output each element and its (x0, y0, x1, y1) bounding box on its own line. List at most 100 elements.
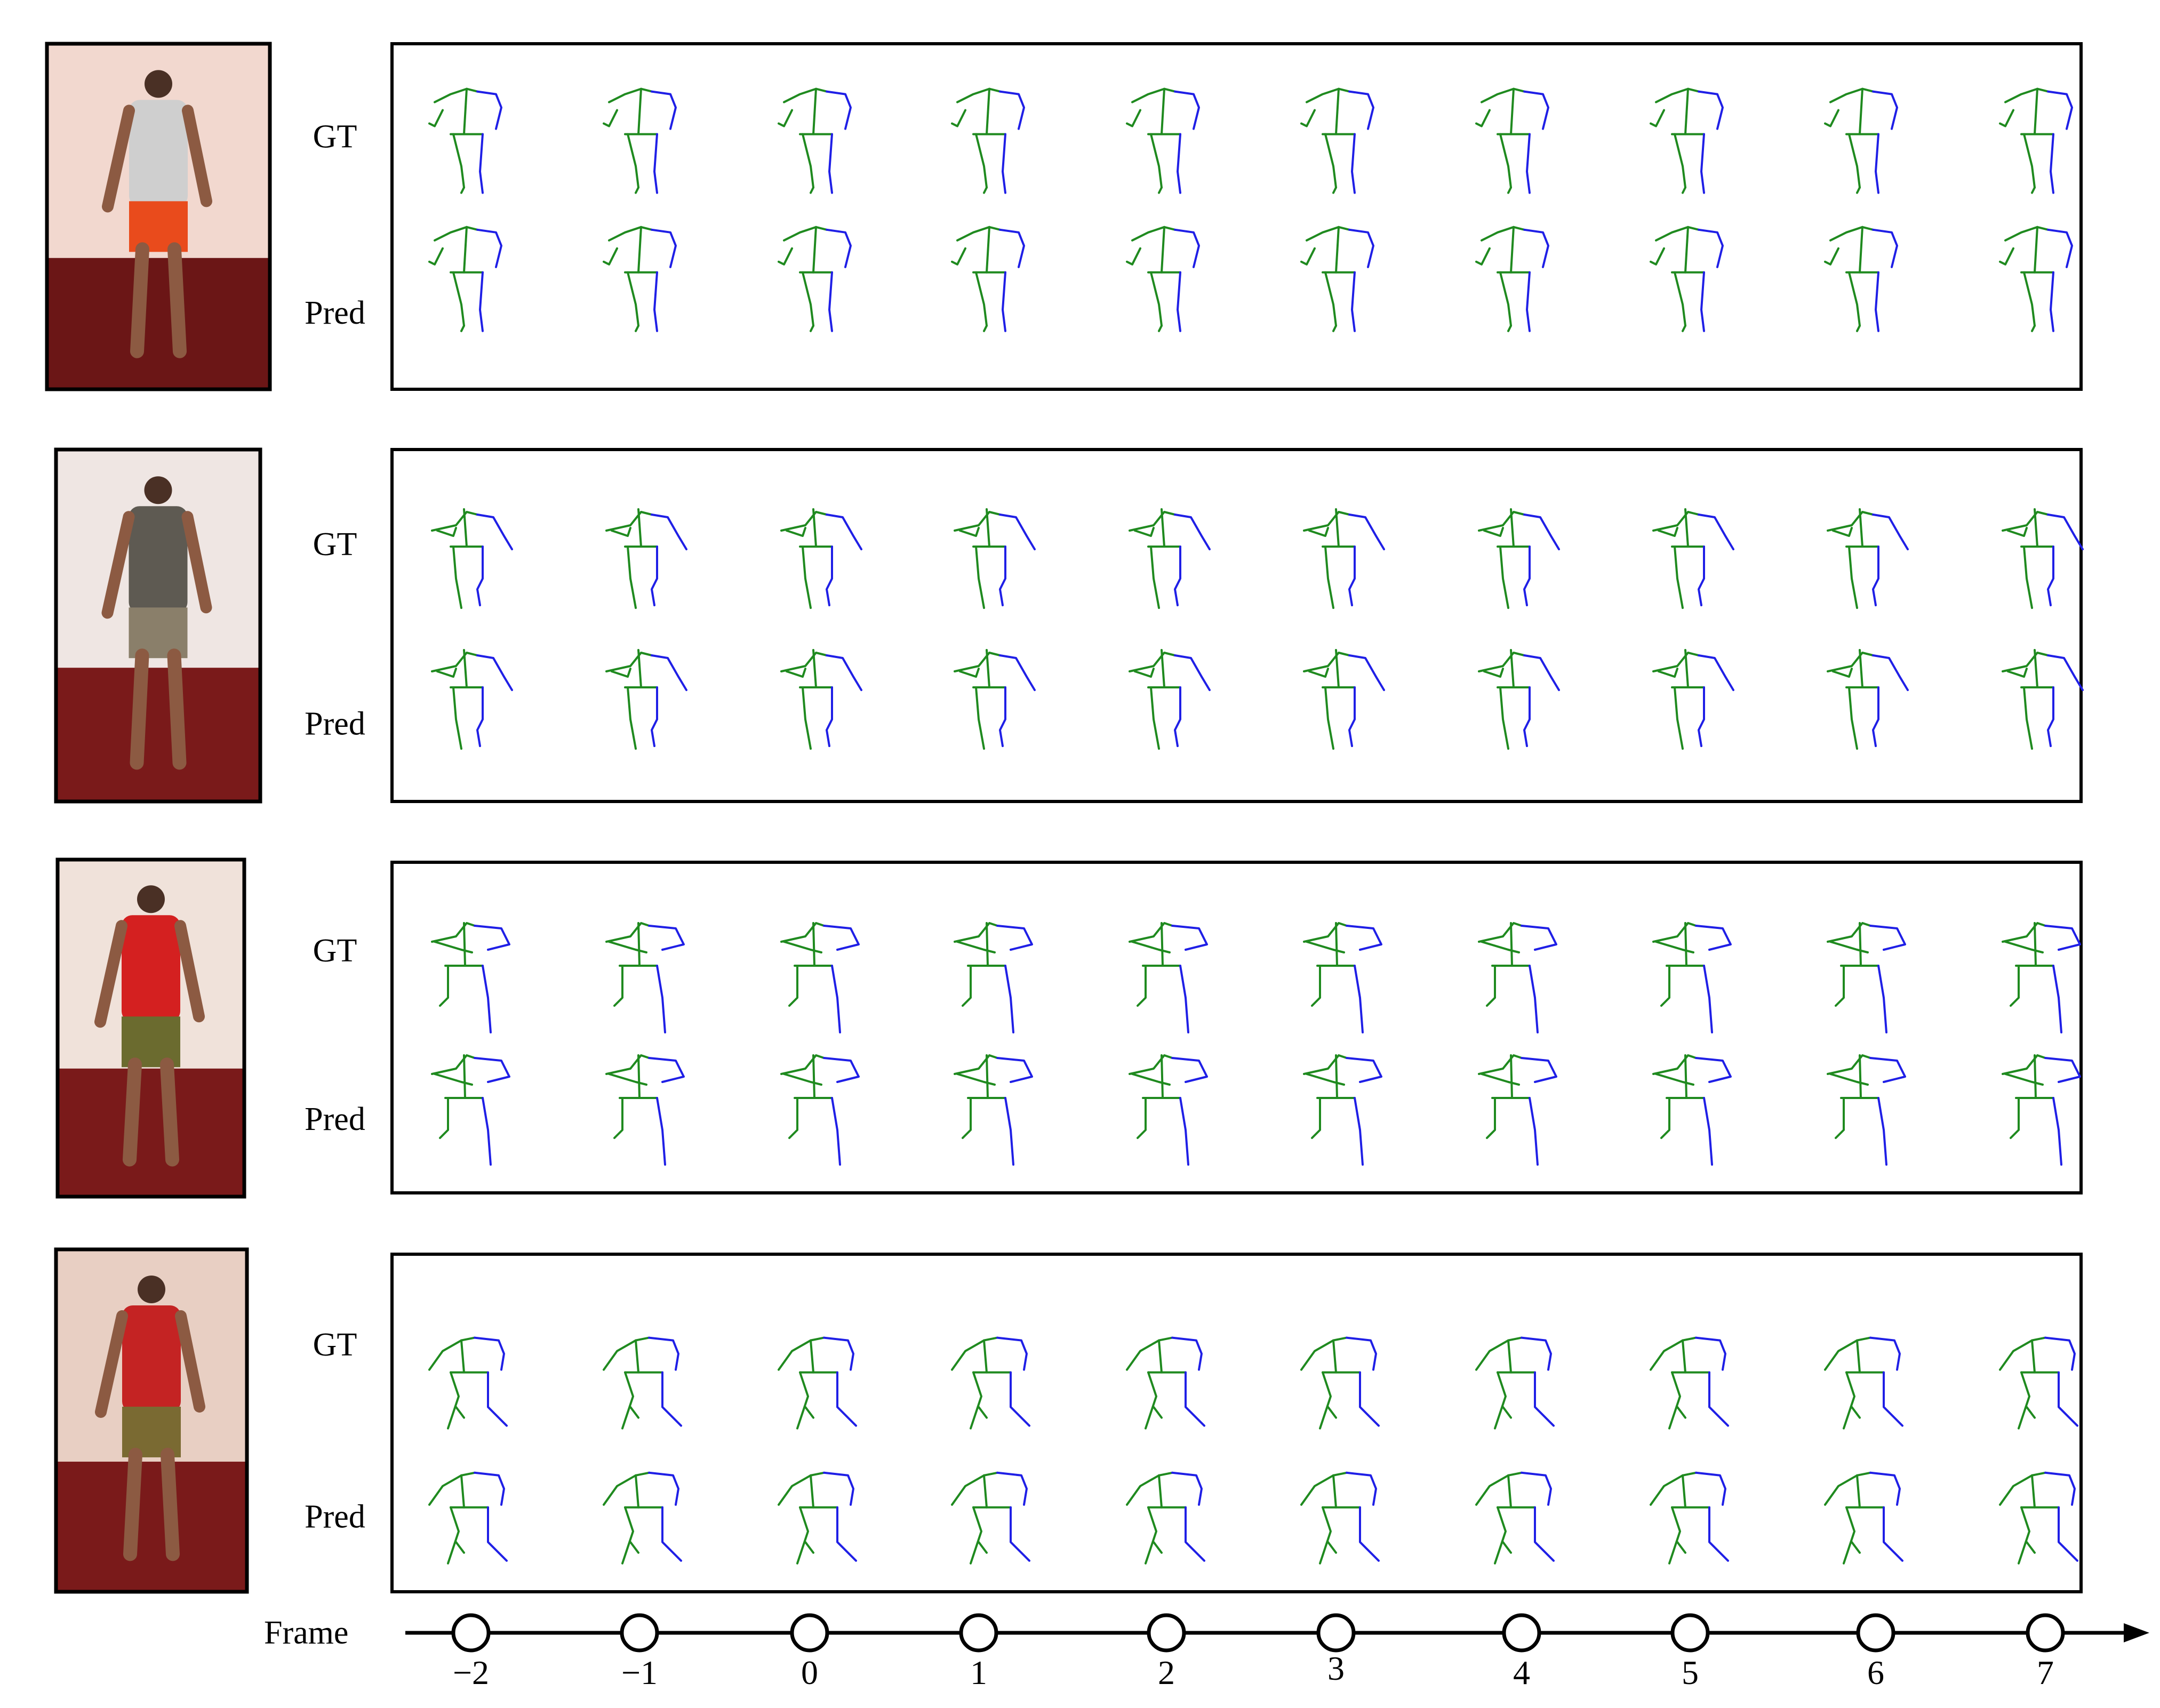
sequence-block-2: GT Pred (54, 447, 2084, 804)
skeleton-left-limb (447, 1506, 460, 1565)
skeleton-right-limb (1177, 271, 1181, 332)
pred-skeleton (780, 649, 862, 750)
skeleton-left-limb (970, 1371, 982, 1430)
skeleton-right-limb (651, 546, 658, 606)
skeleton-left-limb (1851, 1541, 1861, 1554)
frame-tick-label: −2 (453, 1654, 489, 1691)
skeleton-left-limb (804, 1541, 814, 1554)
skeleton-left-limb (439, 1097, 449, 1139)
skeleton-right-limb (1698, 686, 1705, 747)
skeleton-left-limb (1507, 324, 1512, 332)
skeleton-right-limb (1698, 514, 1734, 550)
skeleton-left-limb (627, 686, 637, 750)
skeleton-left-limb (1306, 1073, 1345, 1086)
skeleton-left-limb (1327, 1406, 1337, 1419)
skeleton-left-limb (1483, 527, 1504, 537)
pose-panel (390, 1253, 2083, 1593)
skeleton-left-limb (1835, 965, 1845, 1007)
pred-skeleton (1129, 649, 1211, 750)
gt-skeleton (951, 87, 1025, 194)
skeleton-left-limb (951, 247, 966, 266)
skeleton-left-limb (956, 1073, 996, 1086)
frame-marker (1856, 1613, 1895, 1653)
skeleton-left-limb (1829, 226, 1874, 242)
photo-floor (58, 1068, 244, 1197)
skeleton-right-limb (482, 1097, 492, 1166)
skeleton-left-limb (605, 922, 650, 943)
skeleton-right-limb (2047, 546, 2054, 606)
row-label-pred: Pred (305, 295, 365, 331)
pred-skeleton (1126, 226, 1200, 332)
skeleton-left-limb (1676, 1406, 1686, 1419)
skeleton-left-limb (613, 965, 623, 1007)
skeleton-right-limb (2050, 133, 2054, 194)
skeleton-right-limb (1010, 1506, 1030, 1562)
skeleton-left-limb (439, 965, 449, 1007)
skeleton-right-limb (823, 1471, 854, 1506)
skeleton-left-limb (436, 527, 457, 537)
pred-skeleton (951, 226, 1025, 332)
pred-skeleton (1827, 649, 1909, 750)
skeleton-left-limb (629, 1406, 639, 1419)
skeleton-left-limb (1327, 1541, 1337, 1554)
skeleton-left-limb (970, 1506, 982, 1565)
pred-skeleton (1827, 1054, 1906, 1166)
skeleton-left-limb (1859, 649, 1863, 688)
skeleton-left-limb (1481, 87, 1525, 103)
skeleton-right-limb (996, 1471, 1028, 1506)
skeleton-left-limb (1134, 527, 1155, 537)
skeleton-left-limb (635, 186, 639, 194)
skeleton-left-limb (1684, 922, 1687, 967)
skeleton-left-limb (1510, 922, 1513, 967)
skeleton-left-limb (637, 649, 642, 688)
skeleton-left-limb (1335, 1054, 1338, 1099)
skeleton-left-limb (1306, 941, 1345, 953)
skeleton-left-limb (1829, 1073, 1869, 1086)
skeleton-left-limb (1655, 87, 1700, 103)
skeleton-left-limb (1652, 922, 1697, 943)
skeleton-left-limb (1332, 186, 1337, 194)
skeleton-left-limb (1999, 1471, 2046, 1506)
skeleton-left-limb (1478, 1054, 1523, 1075)
photo-frame (55, 857, 246, 1199)
skeleton-left-limb (2010, 1097, 2020, 1139)
skeleton-left-limb (431, 652, 478, 672)
skeleton-left-limb (1650, 1471, 1697, 1506)
skeleton-left-limb (1494, 1506, 1507, 1565)
skeleton-right-limb (2047, 228, 2073, 268)
gt-skeleton (603, 1336, 682, 1430)
skeleton-right-limb (1877, 1097, 1887, 1166)
skeleton-left-limb (783, 1073, 822, 1086)
skeleton-right-limb (999, 654, 1036, 691)
skeleton-left-limb (802, 686, 812, 750)
gt-skeleton (1478, 922, 1557, 1033)
skeleton-left-limb (1507, 1339, 1512, 1374)
skeleton-right-limb (1010, 1371, 1030, 1427)
skeleton-left-limb (635, 1474, 639, 1509)
pred-skeleton (778, 1471, 857, 1565)
skeleton-right-limb (476, 228, 502, 268)
skeleton-right-limb (1174, 90, 1200, 130)
pred-skeleton (954, 1054, 1033, 1166)
skeleton-right-limb (1004, 965, 1014, 1033)
skeleton-left-limb (629, 1541, 639, 1554)
pred-skeleton (951, 1471, 1030, 1565)
skeleton-right-limb (1698, 90, 1724, 130)
skeleton-right-limb (1004, 1097, 1014, 1166)
skeleton-left-limb (1499, 686, 1509, 750)
skeleton-left-limb (1324, 686, 1334, 750)
skeleton-right-limb (823, 1057, 860, 1083)
skeleton-right-limb (2047, 686, 2054, 747)
skeleton-right-limb (1529, 965, 1539, 1033)
skeleton-right-limb (2050, 271, 2054, 332)
skeleton-left-limb (1129, 922, 1173, 943)
gt-skeleton (603, 87, 677, 194)
gt-skeleton (431, 508, 513, 609)
subject-photo-4 (54, 1247, 249, 1594)
skeleton-left-limb (1655, 941, 1694, 953)
skeleton-left-limb (2034, 508, 2038, 548)
skeleton-left-limb (621, 1371, 634, 1430)
subject-photo-2 (54, 447, 262, 804)
skeleton-left-limb (1658, 527, 1678, 537)
skeleton-left-limb (1478, 652, 1525, 672)
